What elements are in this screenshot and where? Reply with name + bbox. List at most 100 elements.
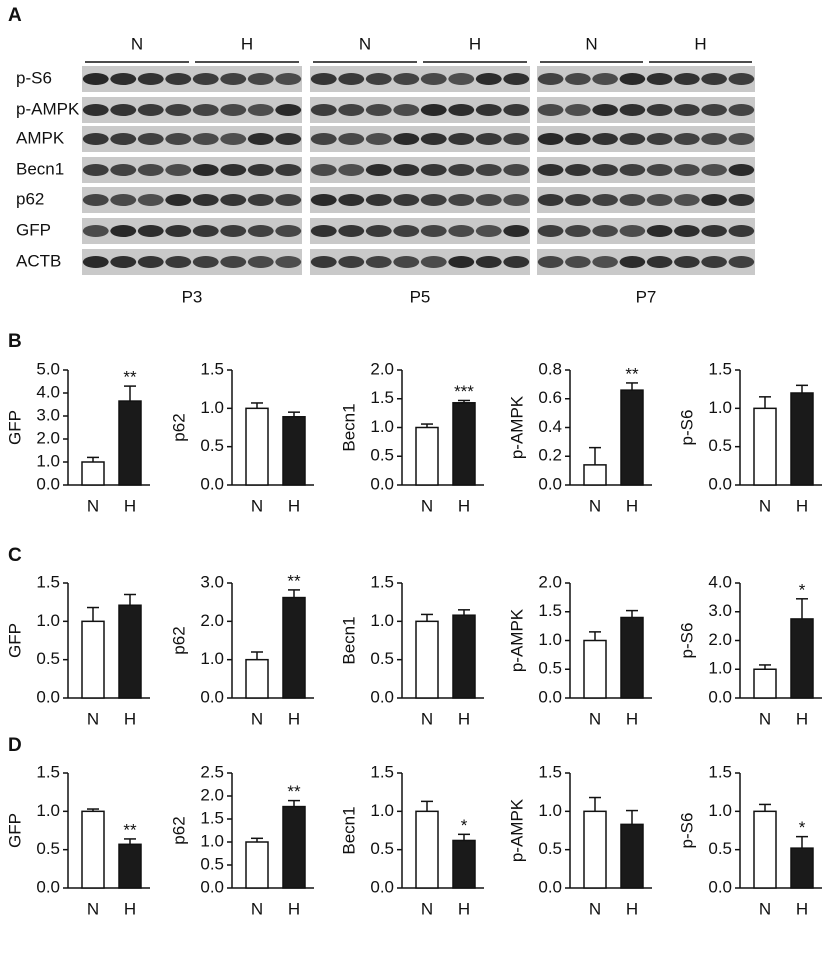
y-tick-label: 4.0 [708,572,732,591]
y-tick-label: 0.5 [200,436,224,455]
blot-band [310,256,337,268]
blot-band [110,104,137,116]
blot-band [619,225,646,237]
x-tick-label: N [251,899,263,918]
blot-band [365,104,392,116]
blot-band [338,256,365,268]
x-tick-label: N [759,899,771,918]
blot-band [310,225,337,237]
blot-band [503,225,530,237]
blot-band [646,256,673,268]
significance-label: ** [287,571,301,590]
significance-label: ** [625,364,639,383]
panel-label: C [8,545,22,566]
blot-band [701,164,727,176]
blot-band [728,104,755,116]
blot-band [365,194,392,206]
bar [452,614,476,699]
blot-band [420,256,447,268]
blot-band [365,256,392,268]
y-axis-label: Becn1 [339,806,358,854]
blot-band [192,256,219,268]
blot-band [393,104,420,116]
blot-band [420,225,447,237]
x-tick-label: H [458,899,470,918]
x-tick-label: N [421,496,433,515]
y-tick-label: 1.0 [200,649,224,668]
x-tick-label: N [87,496,99,515]
y-tick-label: 1.5 [708,762,732,781]
y-tick-label: 2.0 [200,611,224,630]
blot-band [728,256,755,268]
y-tick-label: 1.5 [370,388,394,407]
blot-band [448,256,475,268]
blot-band [82,104,109,116]
y-tick-label: 2.0 [200,785,224,804]
blot-band [475,73,502,85]
blot-band [503,133,530,145]
blot-band [247,133,274,145]
significance-label: * [461,816,468,835]
y-tick-label: 0.5 [36,649,60,668]
blot-band [110,73,137,85]
bar [753,810,777,889]
y-axis-label: p-AMPK [507,395,526,459]
blot-band [365,225,392,237]
blot-band [137,256,164,268]
blot-band [674,225,700,237]
blot-band [448,194,475,206]
y-axis-label: GFP [5,410,24,445]
y-tick-label: 2.0 [36,428,60,447]
blot-band [393,225,420,237]
blot-band [165,225,192,237]
blot-band [503,73,530,85]
blot-band [420,73,447,85]
y-tick-label: 1.5 [538,601,562,620]
bar [583,639,607,699]
y-tick-label: 0.0 [36,474,60,493]
x-tick-label: N [87,899,99,918]
timepoint-label: P7 [636,287,657,306]
blot-band [137,164,164,176]
x-tick-label: H [458,496,470,515]
y-axis-label: p62 [169,626,188,654]
blot-band [475,256,502,268]
y-axis-label: Becn1 [339,616,358,664]
blot-band [592,104,618,116]
blot-band [475,225,502,237]
x-tick-label: H [626,496,638,515]
y-tick-label: 0.5 [538,839,562,858]
blot-band [592,256,618,268]
blot-band [674,164,700,176]
significance-label: * [799,818,806,837]
blot-band [565,194,591,206]
blot-band [338,164,365,176]
bar [452,839,476,889]
blot-band [192,225,219,237]
blot-band [619,194,646,206]
y-axis-label: p62 [169,816,188,844]
blot-band [619,104,646,116]
blot-band [592,194,618,206]
blot-band [365,164,392,176]
y-tick-label: 1.0 [200,398,224,417]
blot-band [137,194,164,206]
blot-band [674,194,700,206]
blot-band [728,194,755,206]
blot-band [420,133,447,145]
bar [790,392,814,486]
blot-band [82,164,109,176]
panel-label: A [8,5,22,26]
y-axis-label: p-S6 [677,410,696,446]
blot-band [420,194,447,206]
blot-band [565,164,591,176]
blot-band [646,194,673,206]
x-tick-label: N [589,709,601,728]
blot-band [137,225,164,237]
bar [81,620,105,699]
y-tick-label: 3.0 [200,572,224,591]
group-label: N [131,34,143,53]
blot-band [165,194,192,206]
y-tick-label: 4.0 [36,382,60,401]
blot-band [82,225,109,237]
